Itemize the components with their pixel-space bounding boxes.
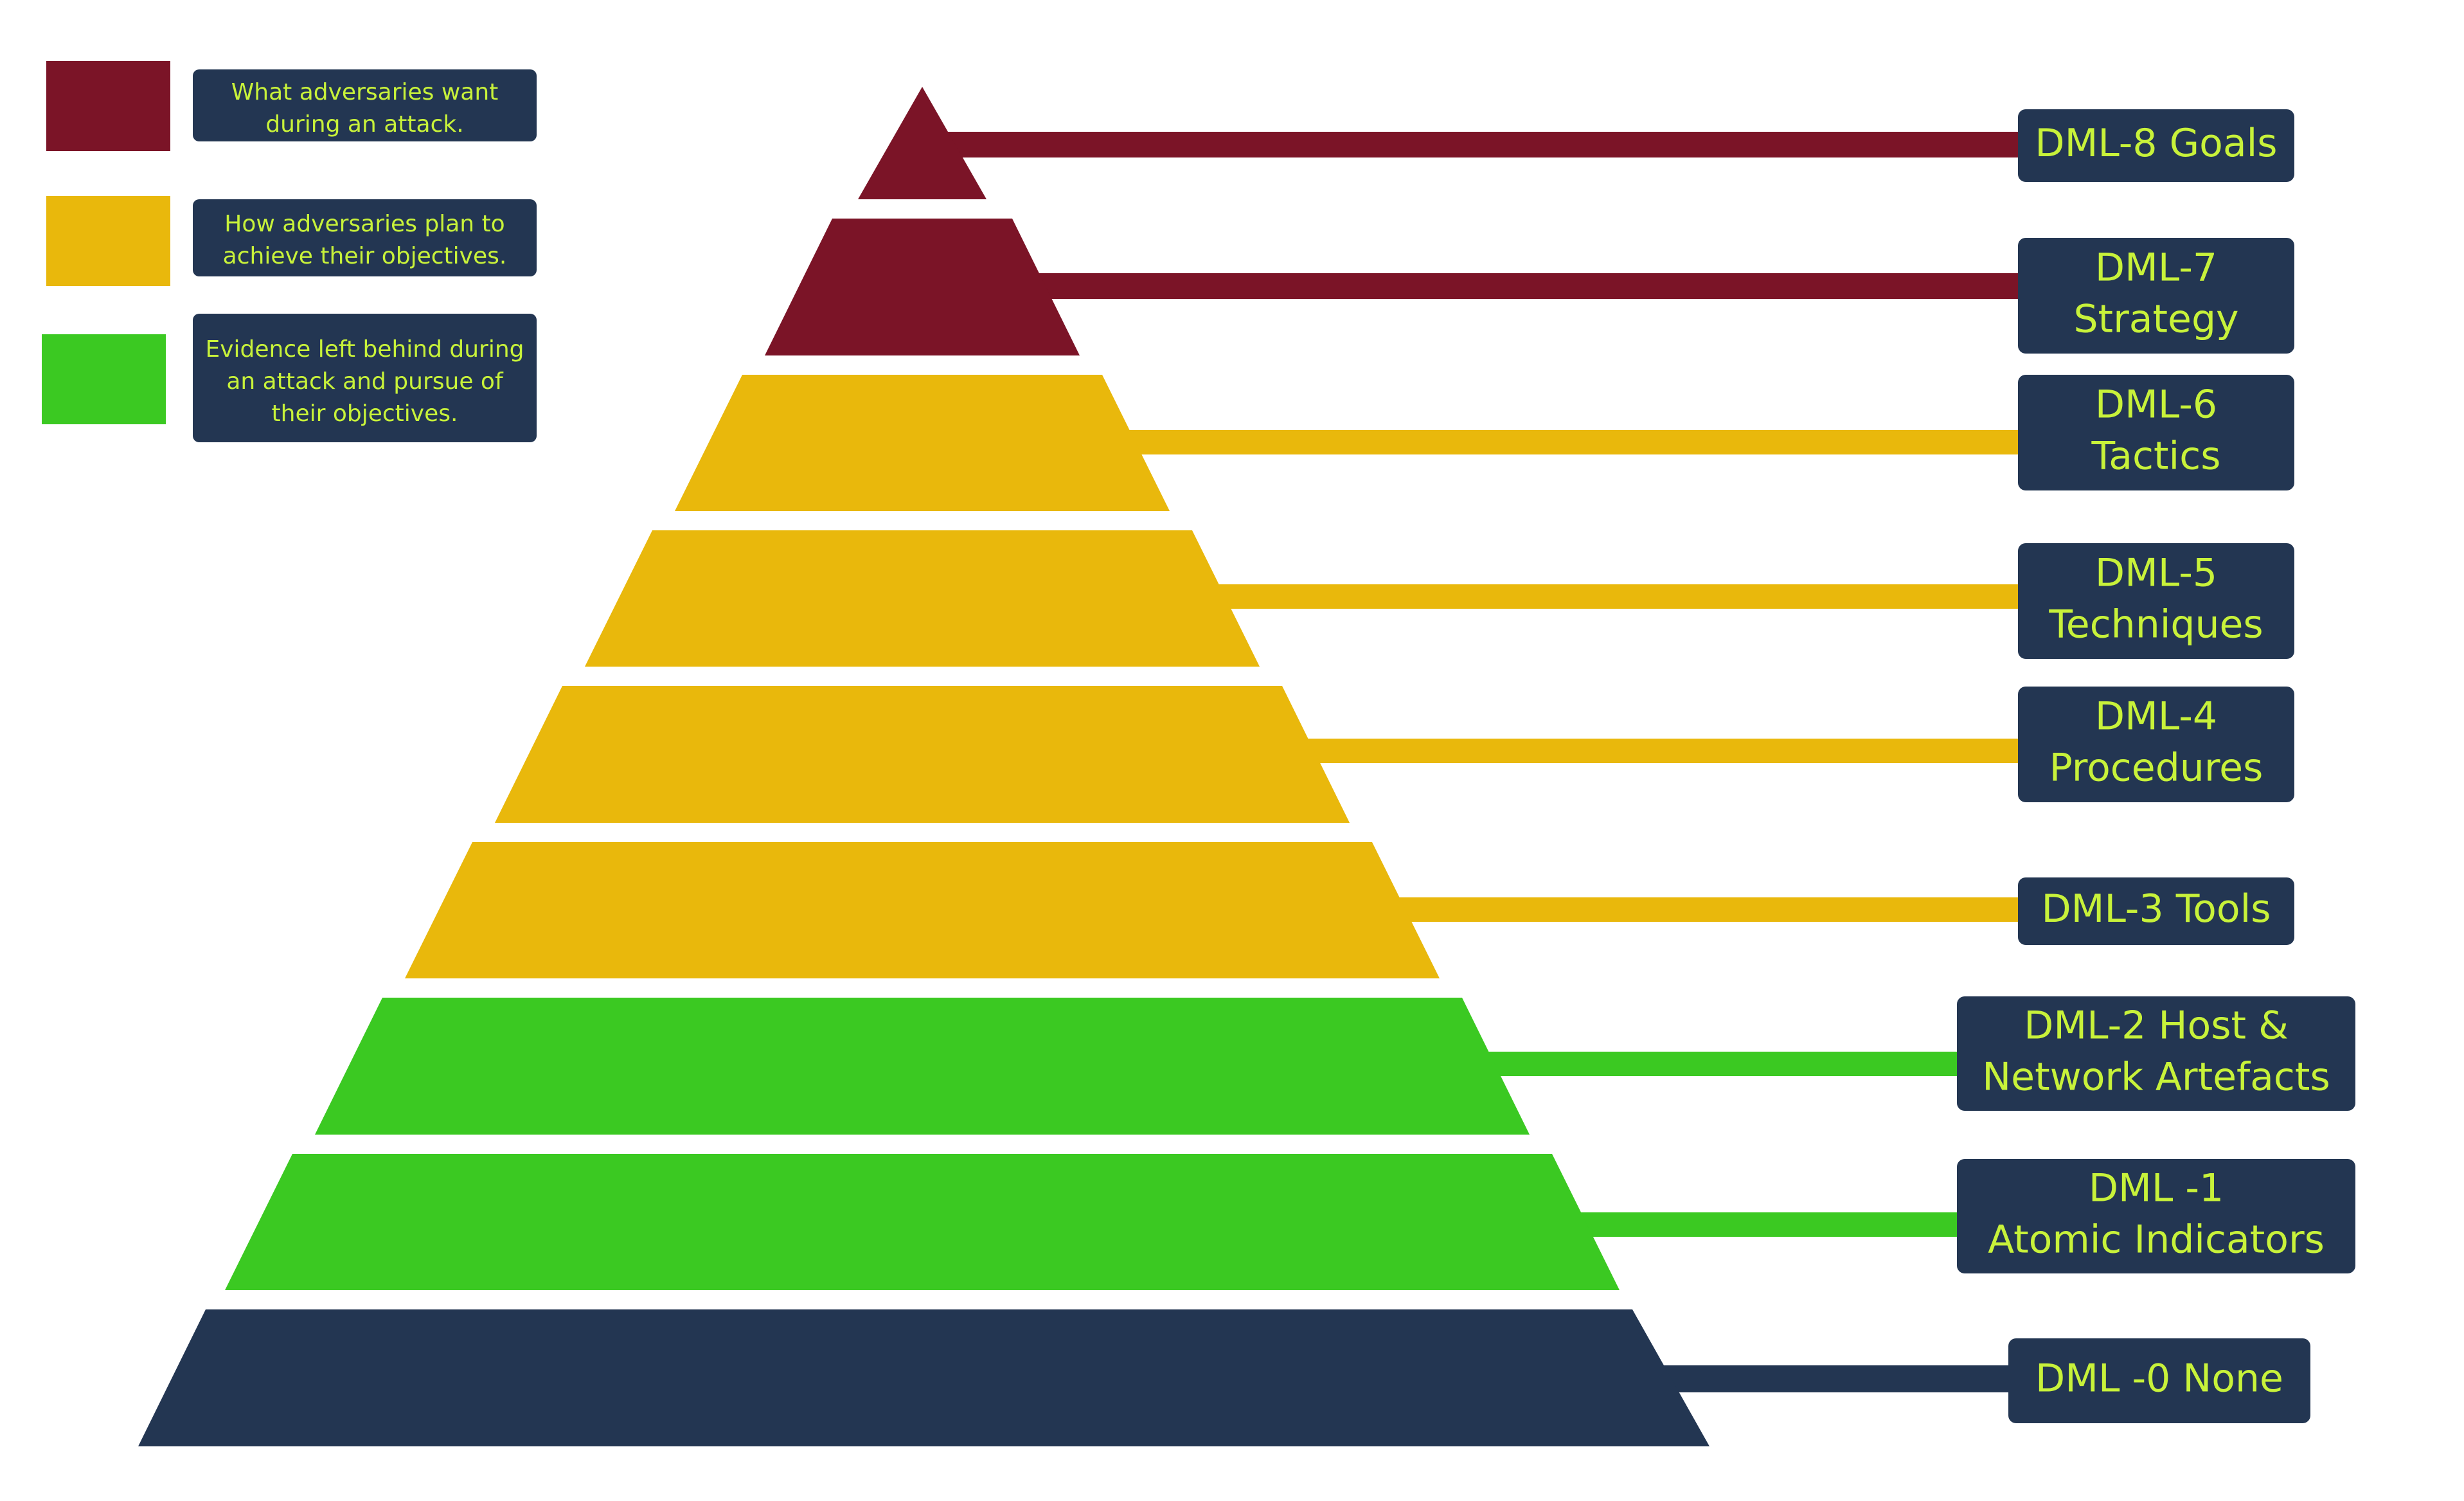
dml-5-label-text: DML-5 xyxy=(2095,551,2217,596)
dml-1-label-text: DML -1 xyxy=(2089,1166,2224,1211)
dml-6-label-text: DML-6 xyxy=(2095,382,2217,427)
dml-4-label-text: DML-4 xyxy=(2095,694,2217,739)
dml-1-tier xyxy=(225,1154,1620,1290)
dml-3-connector xyxy=(1388,897,2028,922)
dml-0-connector xyxy=(1645,1365,2018,1392)
dml-5-tier xyxy=(585,530,1260,667)
legend-text-line: achieve their objectives. xyxy=(223,243,507,269)
dml-7-label-text: DML-7 xyxy=(2095,246,2217,291)
dml-2-connector xyxy=(1478,1052,1967,1076)
dml-5-label-box xyxy=(2018,543,2294,659)
level-labels: DML-8 Goals DML-7 Strategy DML-6 Tactics DML-… xyxy=(1957,109,2355,1423)
dml-7-tier xyxy=(765,219,1080,355)
dml-4-label-text: Procedures xyxy=(2049,746,2263,791)
legend-text-box xyxy=(193,199,537,276)
legend: What adversaries want during an attack. Ho… xyxy=(42,61,537,442)
dml-2-label-text: Network Artefacts xyxy=(1982,1055,2330,1100)
dml-8-label-text: DML-8 Goals xyxy=(2035,121,2277,166)
dml-3-tier xyxy=(405,842,1440,978)
dml-6-label-text: Tactics xyxy=(2091,434,2221,479)
legend-swatch-yellow xyxy=(46,196,170,286)
dml-2-label-text: DML-2 Host & xyxy=(2024,1003,2289,1048)
legend-text-line: Evidence left behind during xyxy=(205,336,524,363)
dml-4-label-box xyxy=(2018,687,2294,802)
dml-7-connector xyxy=(1028,273,2028,299)
pyramid xyxy=(138,87,1710,1446)
dml-6-label-box xyxy=(2018,375,2294,490)
connector-lines xyxy=(938,132,2028,1392)
legend-swatch-green xyxy=(42,334,166,424)
legend-text-line: an attack and pursue of xyxy=(226,368,504,395)
legend-text-line: during an attack. xyxy=(265,111,463,138)
dml-8-connector xyxy=(938,132,2028,157)
dml-7-label-box xyxy=(2018,238,2294,354)
legend-text-line: How adversaries plan to xyxy=(224,211,504,237)
dml-5-connector xyxy=(1208,584,2028,609)
legend-swatch-goal xyxy=(46,61,170,151)
dml-2-label-box xyxy=(1957,996,2355,1111)
dml-8-tier xyxy=(858,87,986,199)
dml-0-tier xyxy=(138,1309,1710,1446)
dml-5-label-text: Techniques xyxy=(2048,602,2263,647)
dml-4-tier xyxy=(495,686,1350,823)
dml-0-label-box xyxy=(2008,1338,2310,1423)
dml-1-label-box xyxy=(1957,1159,2355,1273)
dml-1-connector xyxy=(1568,1212,1967,1237)
dml-7-label-text: Strategy xyxy=(2073,297,2238,342)
legend-text-box xyxy=(193,69,537,141)
dml-4-connector xyxy=(1298,739,2028,763)
dml-2-tier xyxy=(315,998,1530,1135)
dml-0-label-text: DML -0 None xyxy=(2035,1356,2283,1401)
legend-text-box xyxy=(193,314,537,442)
legend-text-line: their objectives. xyxy=(272,400,458,427)
dml-3-label-text: DML-3 Tools xyxy=(2041,886,2271,931)
dml-1-label-text: Atomic Indicators xyxy=(1988,1218,2325,1263)
dml-6-connector xyxy=(1118,430,2028,454)
legend-text-line: What adversaries want xyxy=(231,79,499,105)
dml-8-label-box xyxy=(2018,109,2294,182)
dml-3-label-box xyxy=(2018,877,2294,945)
dml-6-tier xyxy=(675,375,1170,511)
